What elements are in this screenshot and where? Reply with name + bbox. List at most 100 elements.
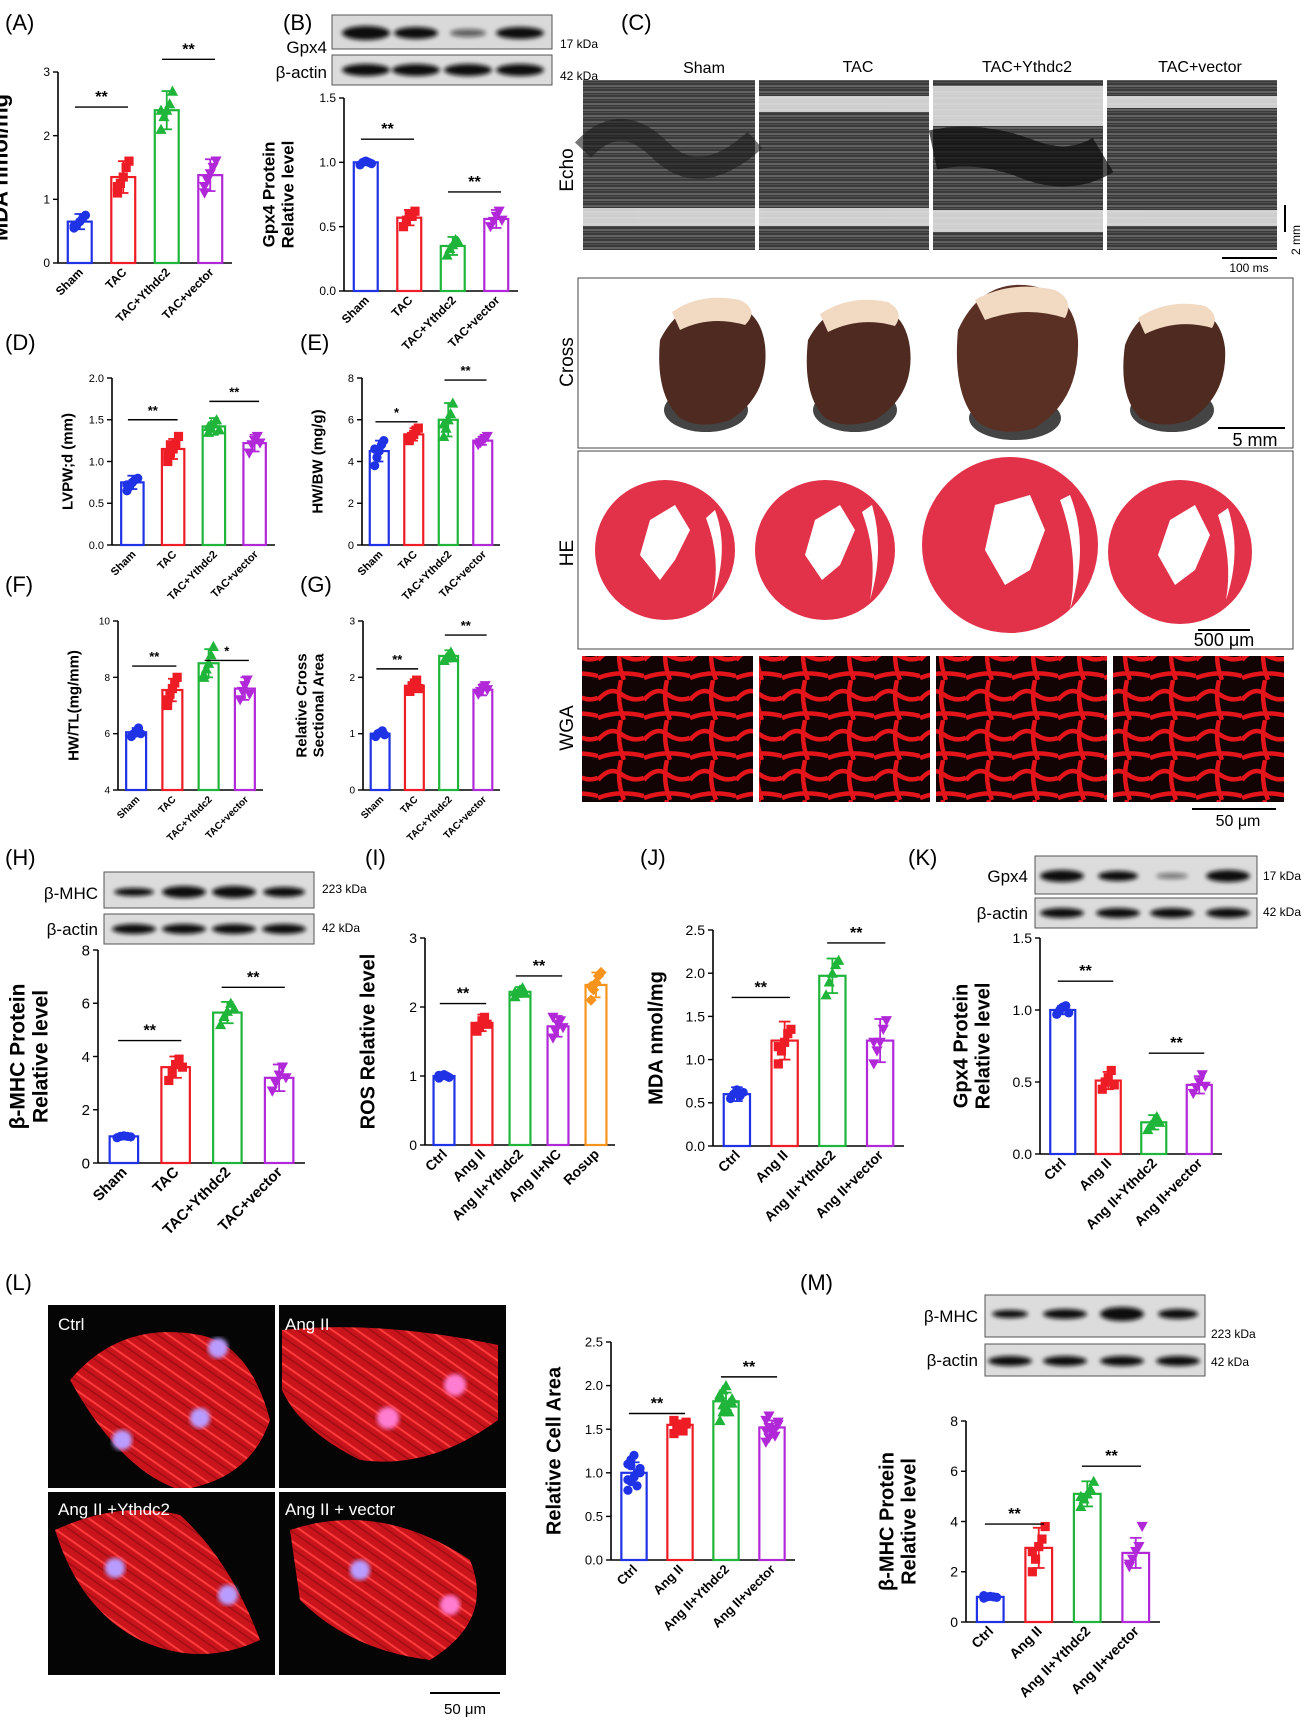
data-point — [413, 423, 423, 433]
data-point — [880, 1016, 893, 1027]
data-point — [273, 1070, 285, 1081]
data-point — [557, 1023, 569, 1034]
data-point — [380, 730, 390, 740]
data-point — [221, 1005, 233, 1016]
c-group-sham: Sham — [683, 60, 725, 77]
significance-stars: ** — [149, 649, 160, 664]
echo-scale-v: 2 mm — [1289, 225, 1303, 255]
data-point — [868, 1037, 880, 1048]
data-point — [276, 1062, 289, 1073]
data-point — [447, 652, 459, 663]
data-point — [213, 424, 225, 435]
y-tick-label: 8 — [82, 942, 90, 959]
data-point — [444, 407, 457, 419]
y-tick-label: 10 — [99, 617, 111, 628]
bar-4 — [758, 1426, 786, 1562]
bar-1 — [432, 1074, 456, 1147]
significance-stars: ** — [533, 958, 546, 975]
x-category-label: Ctrl — [715, 1147, 743, 1175]
data-point — [1030, 1554, 1041, 1564]
data-point — [251, 431, 263, 443]
bar-2 — [470, 1021, 494, 1147]
y-tick-label: 1.0 — [686, 1052, 706, 1068]
data-point — [585, 980, 597, 992]
bar-1 — [125, 731, 148, 792]
y-tick-label: 2.5 — [585, 1335, 603, 1350]
data-point — [203, 657, 215, 668]
x-category-label: Ctrl — [614, 1562, 640, 1588]
y-axis-label: Gpx4 Protein — [260, 142, 279, 248]
data-point — [626, 1461, 636, 1471]
data-point — [1027, 1547, 1037, 1557]
data-point — [447, 397, 459, 408]
data-point — [198, 188, 211, 199]
data-point — [554, 1016, 567, 1027]
panel-label-D: (D) — [5, 330, 36, 355]
data-point — [241, 675, 253, 686]
wga-images: 50 μm — [582, 656, 1284, 830]
y-axis-label: ROS Relative level — [358, 954, 380, 1130]
data-point — [585, 994, 597, 1006]
data-point — [126, 1132, 136, 1142]
data-point — [452, 236, 465, 247]
x-category-label: Ang II — [1006, 1623, 1045, 1662]
data-point — [407, 211, 417, 221]
data-point — [479, 1012, 490, 1022]
y-axis-label: β-MHC Protein — [877, 1452, 899, 1591]
y-tick-label: 0 — [43, 256, 50, 270]
data-point — [401, 215, 411, 225]
data-point — [786, 1024, 796, 1034]
data-point — [167, 1067, 177, 1078]
x-category-label: TAC — [157, 794, 179, 816]
data-point — [228, 1002, 240, 1014]
blot-M: β-MHC β-actin 223 kDa 42 kDa — [924, 1294, 1256, 1377]
c-group-tac: TAC — [843, 59, 874, 76]
l-img-angii-ythdc2 — [55, 1510, 260, 1654]
data-point — [136, 729, 146, 739]
y-tick-label: 0.5 — [686, 1095, 706, 1111]
y-axis-label: Gpx4 Protein — [951, 984, 973, 1108]
chart-L: 0.0 0.5 1.0 1.5 2.0 2.5 Relative Cell Area Ctrl… — [544, 1335, 795, 1634]
blot-M-kda-1: 223 kDa — [1211, 1327, 1256, 1341]
data-point — [1136, 1521, 1148, 1533]
bar-4 — [1185, 1083, 1213, 1156]
row-label-he: HE — [557, 540, 578, 566]
blot-B-kda-2: 42 kDa — [560, 69, 598, 83]
y-tick-label: 0.0 — [686, 1138, 706, 1154]
y-tick-label: 0.0 — [319, 284, 336, 298]
chart-M: 0 2 4 6 8 β-MHC Protein Relative level Ctrl Ang … — [877, 1413, 1160, 1700]
data-point — [205, 649, 217, 660]
data-point — [438, 430, 450, 442]
data-point — [69, 221, 79, 231]
significance-stars: * — [394, 405, 400, 420]
bar-4 — [546, 1025, 570, 1147]
y-axis-label: Relative level — [279, 141, 298, 249]
data-point — [714, 1390, 726, 1401]
data-point — [198, 182, 211, 193]
bar-3 — [197, 662, 220, 792]
y-axis-label: HW/BW (mg/g) — [309, 409, 326, 513]
echo-images: 2 mm 100 ms — [574, 80, 1303, 275]
y-tick-label: 2 — [82, 1102, 90, 1119]
data-point — [1154, 1116, 1166, 1127]
panel-label-C: (C) — [621, 10, 652, 35]
x-category-label: Ctrl — [422, 1146, 450, 1174]
data-point — [164, 1075, 174, 1086]
data-point — [595, 966, 607, 979]
y-axis-label: Relative level — [30, 990, 53, 1123]
data-point — [1075, 1490, 1087, 1501]
y-axis-label: LVPW;d (mm) — [59, 413, 76, 510]
y-tick-label: 2 — [950, 1564, 958, 1580]
y-tick-label: 2 — [409, 999, 417, 1015]
y-tick-label: 2.0 — [686, 965, 706, 981]
data-point — [164, 98, 176, 109]
y-axis-label: Relative level — [973, 983, 995, 1110]
blot-H-row-1: β-MHC — [44, 884, 98, 903]
y-tick-label: 6 — [348, 415, 354, 427]
wga-scale: 50 μm — [1216, 813, 1261, 830]
bar-2 — [666, 1423, 694, 1562]
data-point — [623, 1475, 633, 1485]
